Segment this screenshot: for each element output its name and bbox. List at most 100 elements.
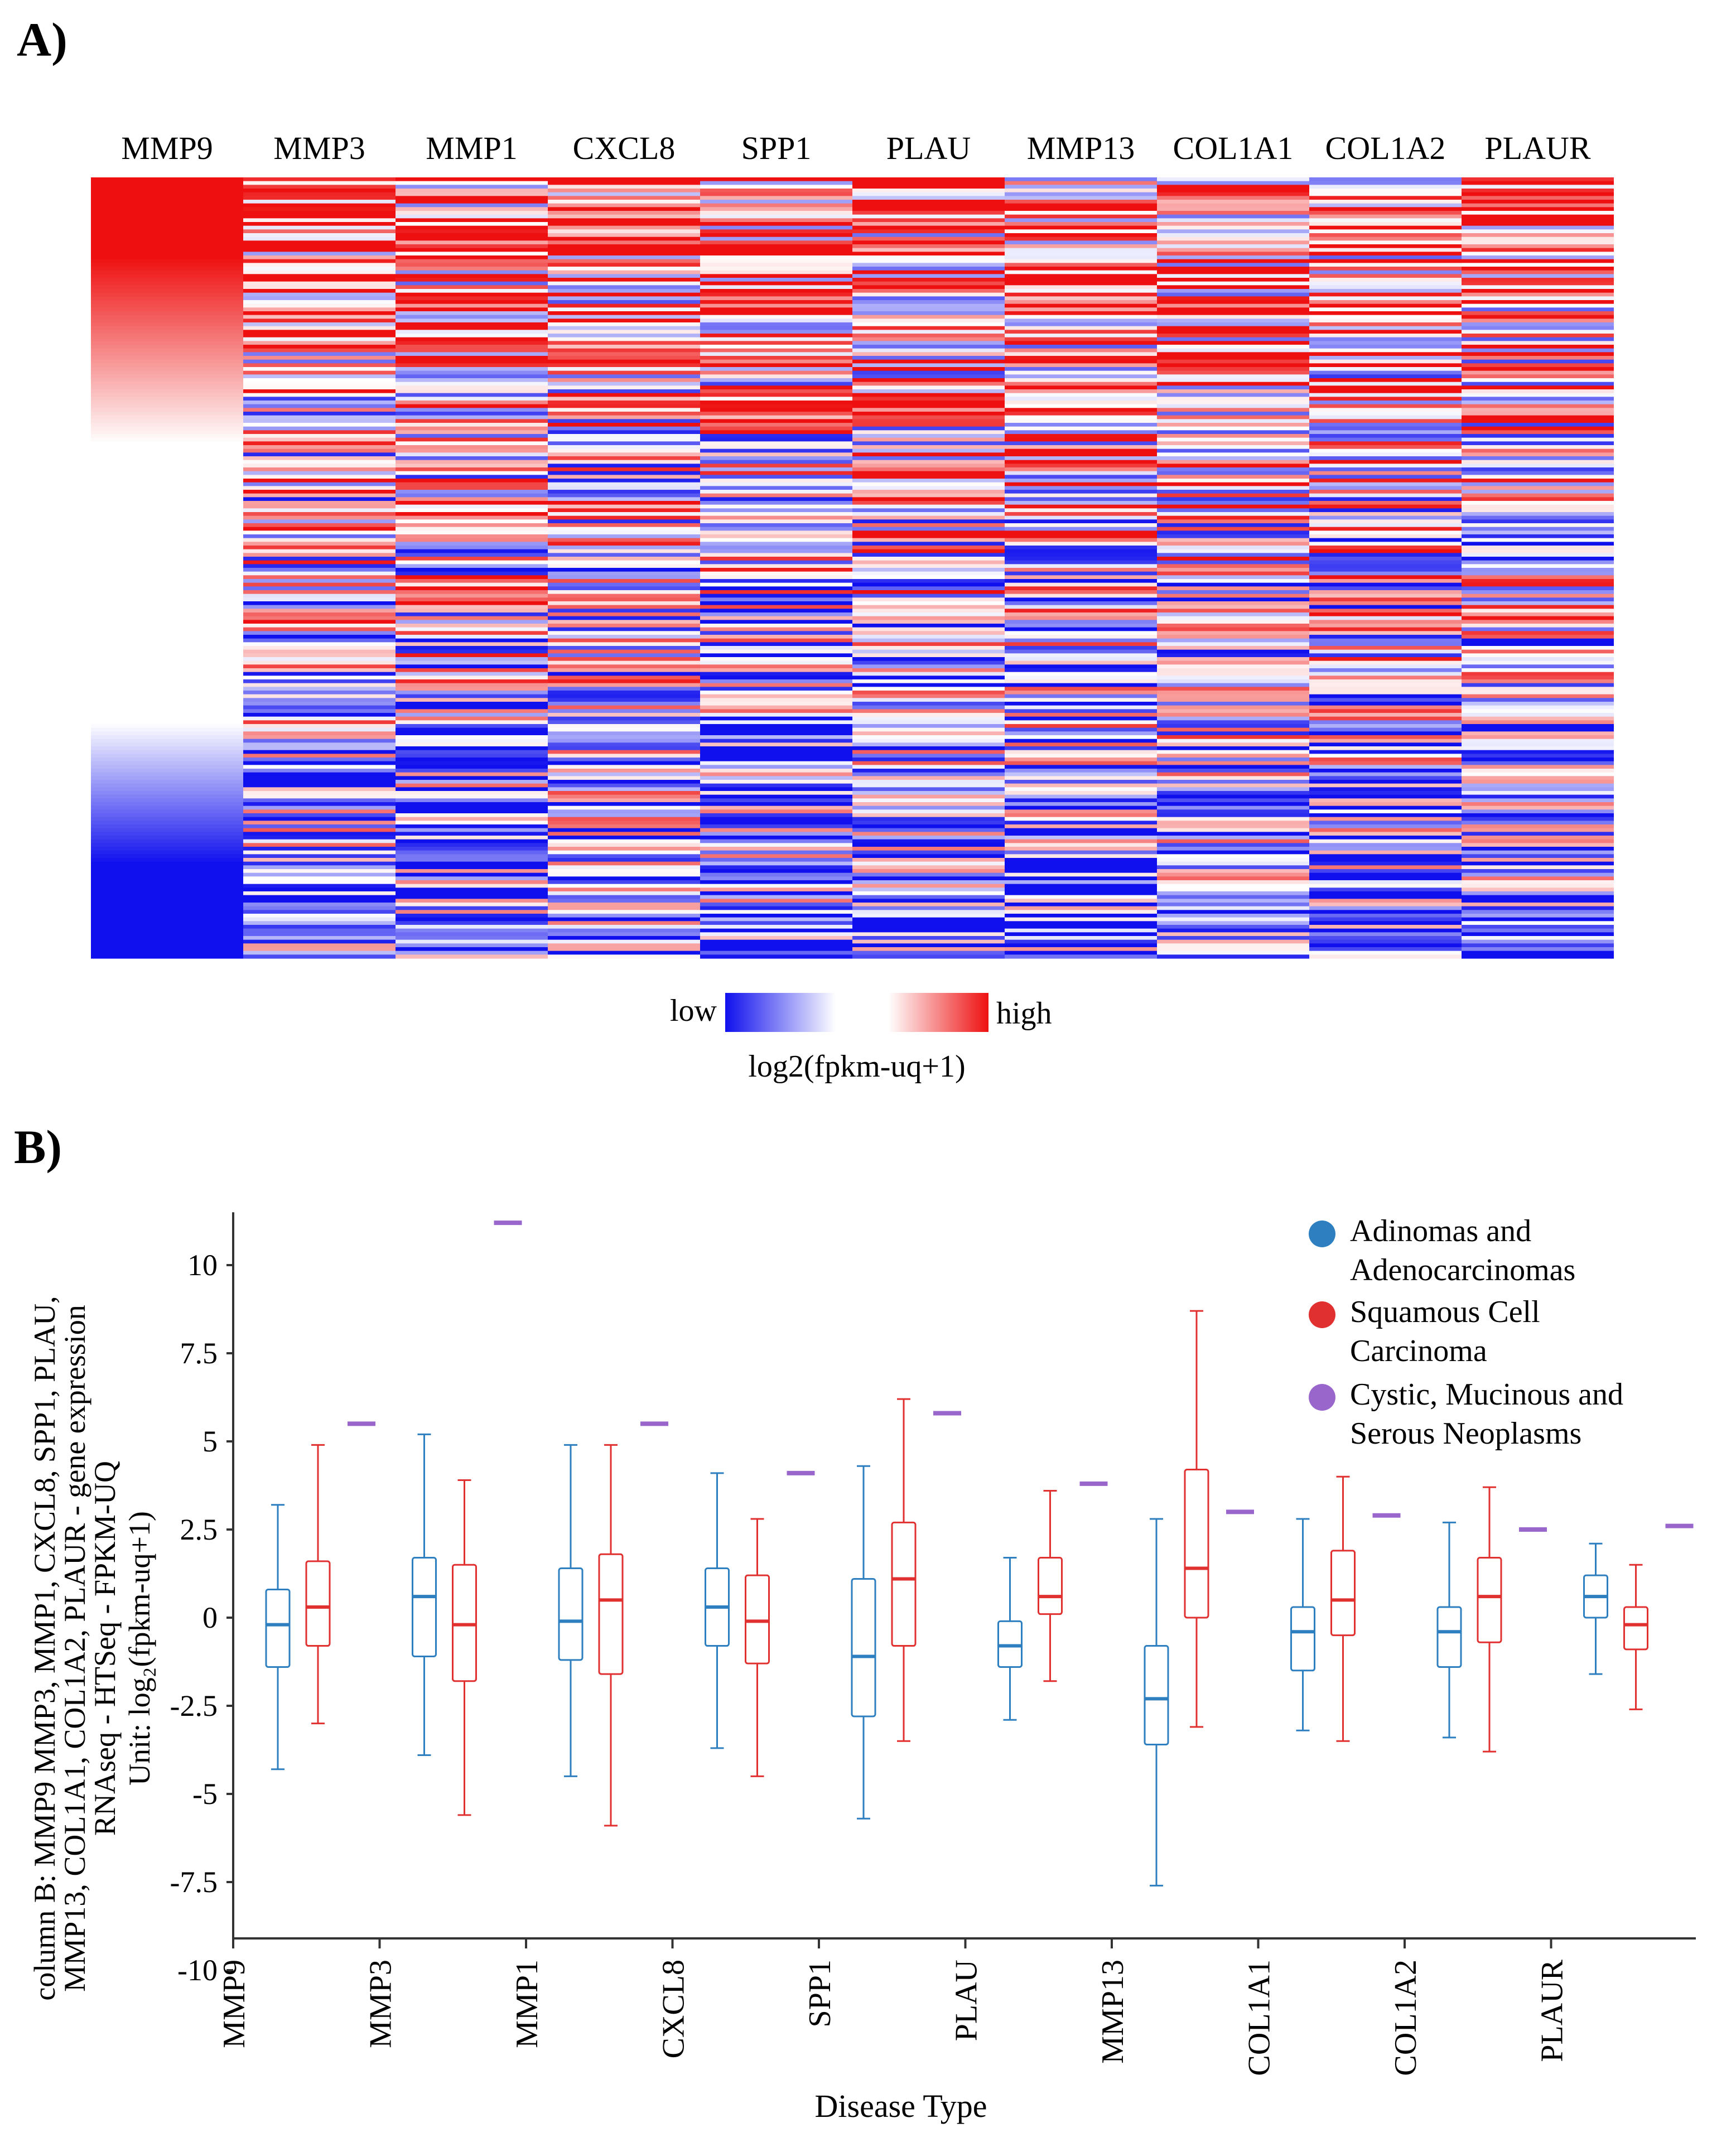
heatmap-cell-SPP1-25 [700, 270, 852, 274]
heatmap-cell-CXCL8-189 [548, 880, 700, 885]
heatmap-cell-CXCL8-175 [548, 828, 700, 832]
heatmap-column-label-MMP13: MMP13 [1027, 130, 1135, 166]
heatmap-cell-MMP3-85 [243, 493, 396, 498]
heatmap-cell-CXCL8-185 [548, 865, 700, 870]
heatmap-cell-PLAU-36 [852, 311, 1005, 316]
heatmap-cell-COL1A1-42 [1157, 334, 1309, 338]
heatmap-cell-MMP9-196 [91, 906, 243, 910]
heatmap-cell-COL1A1-99 [1157, 546, 1309, 550]
heatmap-cell-MMP9-53 [91, 374, 243, 379]
y-axis-title-line3: RNAseq - HTSeq - FPKM-UQ [88, 1461, 122, 1836]
heatmap-cell-COL1A1-27 [1157, 278, 1309, 282]
heatmap-cell-CXCL8-158 [548, 765, 700, 769]
heatmap-cell-COL1A2-167 [1309, 798, 1462, 803]
heatmap-cell-COL1A1-194 [1157, 899, 1309, 903]
heatmap-cell-COL1A2-72 [1309, 445, 1462, 450]
heatmap-cell-CXCL8-123 [548, 635, 700, 639]
heatmap-cell-MMP9-52 [91, 370, 243, 375]
heatmap-cell-COL1A1-3 [1157, 189, 1309, 193]
heatmap-cell-MMP3-56 [243, 385, 396, 390]
heatmap-cell-CXCL8-17 [548, 240, 700, 245]
heatmap-cell-COL1A2-63 [1309, 412, 1462, 416]
heatmap-cell-MMP1-192 [396, 891, 548, 896]
heatmap-cell-PLAUR-188 [1462, 876, 1614, 881]
heatmap-cell-COL1A1-44 [1157, 341, 1309, 345]
heatmap-cell-MMP1-145 [396, 716, 548, 721]
heatmap-cell-MMP9-17 [91, 240, 243, 245]
heatmap-cell-MMP3-205 [243, 939, 396, 944]
heatmap-cell-MMP1-91 [396, 515, 548, 520]
heatmap-cell-PLAUR-120 [1462, 624, 1614, 628]
heatmap-cell-MMP1-66 [396, 423, 548, 427]
heatmap-cell-COL1A1-71 [1157, 441, 1309, 446]
heatmap-cell-MMP9-75 [91, 456, 243, 461]
heatmap-cell-COL1A2-44 [1309, 341, 1462, 345]
heatmap-cell-MMP13-22 [1005, 259, 1157, 263]
heatmap [91, 177, 1614, 959]
heatmap-cell-SPP1-32 [700, 296, 852, 301]
heatmap-cell-MMP3-165 [243, 791, 396, 795]
heatmap-cell-MMP9-118 [91, 616, 243, 620]
heatmap-cell-MMP9-123 [91, 635, 243, 639]
heatmap-cell-MMP13-51 [1005, 367, 1157, 372]
heatmap-cell-PLAU-31 [852, 292, 1005, 297]
heatmap-cell-PLAU-26 [852, 274, 1005, 278]
heatmap-cell-MMP9-197 [91, 910, 243, 914]
heatmap-cell-COL1A1-89 [1157, 508, 1309, 513]
heatmap-cell-MMP13-172 [1005, 817, 1157, 821]
heatmap-cell-MMP9-177 [91, 836, 243, 840]
heatmap-cell-PLAUR-37 [1462, 315, 1614, 319]
heatmap-cell-PLAUR-199 [1462, 917, 1614, 922]
heatmap-cell-SPP1-112 [700, 594, 852, 598]
heatmap-cell-COL1A1-51 [1157, 367, 1309, 372]
heatmap-cell-MMP1-87 [396, 501, 548, 505]
heatmap-cell-COL1A2-143 [1309, 709, 1462, 713]
heatmap-cell-COL1A1-161 [1157, 776, 1309, 780]
heatmap-cell-MMP9-173 [91, 821, 243, 825]
heatmap-cell-MMP13-160 [1005, 772, 1157, 776]
heatmap-cell-PLAUR-112 [1462, 594, 1614, 598]
heatmap-cell-PLAUR-163 [1462, 783, 1614, 788]
heatmap-cell-COL1A2-7 [1309, 203, 1462, 208]
heatmap-cell-MMP1-128 [396, 653, 548, 658]
heatmap-cell-PLAUR-60 [1462, 401, 1614, 405]
heatmap-cell-MMP13-11 [1005, 218, 1157, 223]
heatmap-cell-MMP3-127 [243, 649, 396, 654]
heatmap-cell-COL1A1-5 [1157, 196, 1309, 200]
heatmap-cell-COL1A2-123 [1309, 635, 1462, 639]
heatmap-cell-MMP13-156 [1005, 758, 1157, 762]
heatmap-cell-PLAU-17 [852, 240, 1005, 245]
heatmap-cell-PLAUR-155 [1462, 754, 1614, 758]
heatmap-cell-MMP3-149 [243, 731, 396, 736]
heatmap-cell-COL1A1-109 [1157, 582, 1309, 587]
heatmap-cell-SPP1-161 [700, 776, 852, 780]
heatmap-cell-MMP3-50 [243, 363, 396, 368]
heatmap-cell-SPP1-75 [700, 456, 852, 461]
heatmap-cell-COL1A1-88 [1157, 504, 1309, 509]
heatmap-cell-COL1A1-143 [1157, 709, 1309, 713]
heatmap-cell-CXCL8-41 [548, 330, 700, 334]
heatmap-cell-MMP3-66 [243, 423, 396, 427]
heatmap-cell-MMP13-33 [1005, 300, 1157, 305]
heatmap-cell-MMP1-24 [396, 267, 548, 271]
heatmap-cell-COL1A2-97 [1309, 538, 1462, 542]
heatmap-cell-CXCL8-191 [548, 887, 700, 892]
heatmap-cell-COL1A1-69 [1157, 434, 1309, 438]
heatmap-cell-MMP3-188 [243, 876, 396, 881]
heatmap-cell-MMP1-164 [396, 787, 548, 792]
heatmap-cell-MMP3-162 [243, 780, 396, 784]
heatmap-cell-COL1A1-21 [1157, 255, 1309, 260]
heatmap-cell-MMP3-100 [243, 549, 396, 553]
heatmap-cell-MMP3-139 [243, 694, 396, 698]
heatmap-cell-CXCL8-117 [548, 612, 700, 617]
heatmap-cell-MMP1-93 [396, 523, 548, 528]
heatmap-cell-PLAU-10 [852, 214, 1005, 219]
heatmap-cell-COL1A2-89 [1309, 508, 1462, 513]
heatmap-cell-MMP9-202 [91, 928, 243, 933]
heatmap-cell-PLAUR-185 [1462, 865, 1614, 870]
heatmap-cell-MMP13-38 [1005, 319, 1157, 323]
heatmap-cell-PLAU-171 [852, 813, 1005, 818]
heatmap-cell-SPP1-14 [700, 229, 852, 234]
heatmap-cell-MMP3-2 [243, 185, 396, 189]
heatmap-cell-CXCL8-38 [548, 319, 700, 323]
